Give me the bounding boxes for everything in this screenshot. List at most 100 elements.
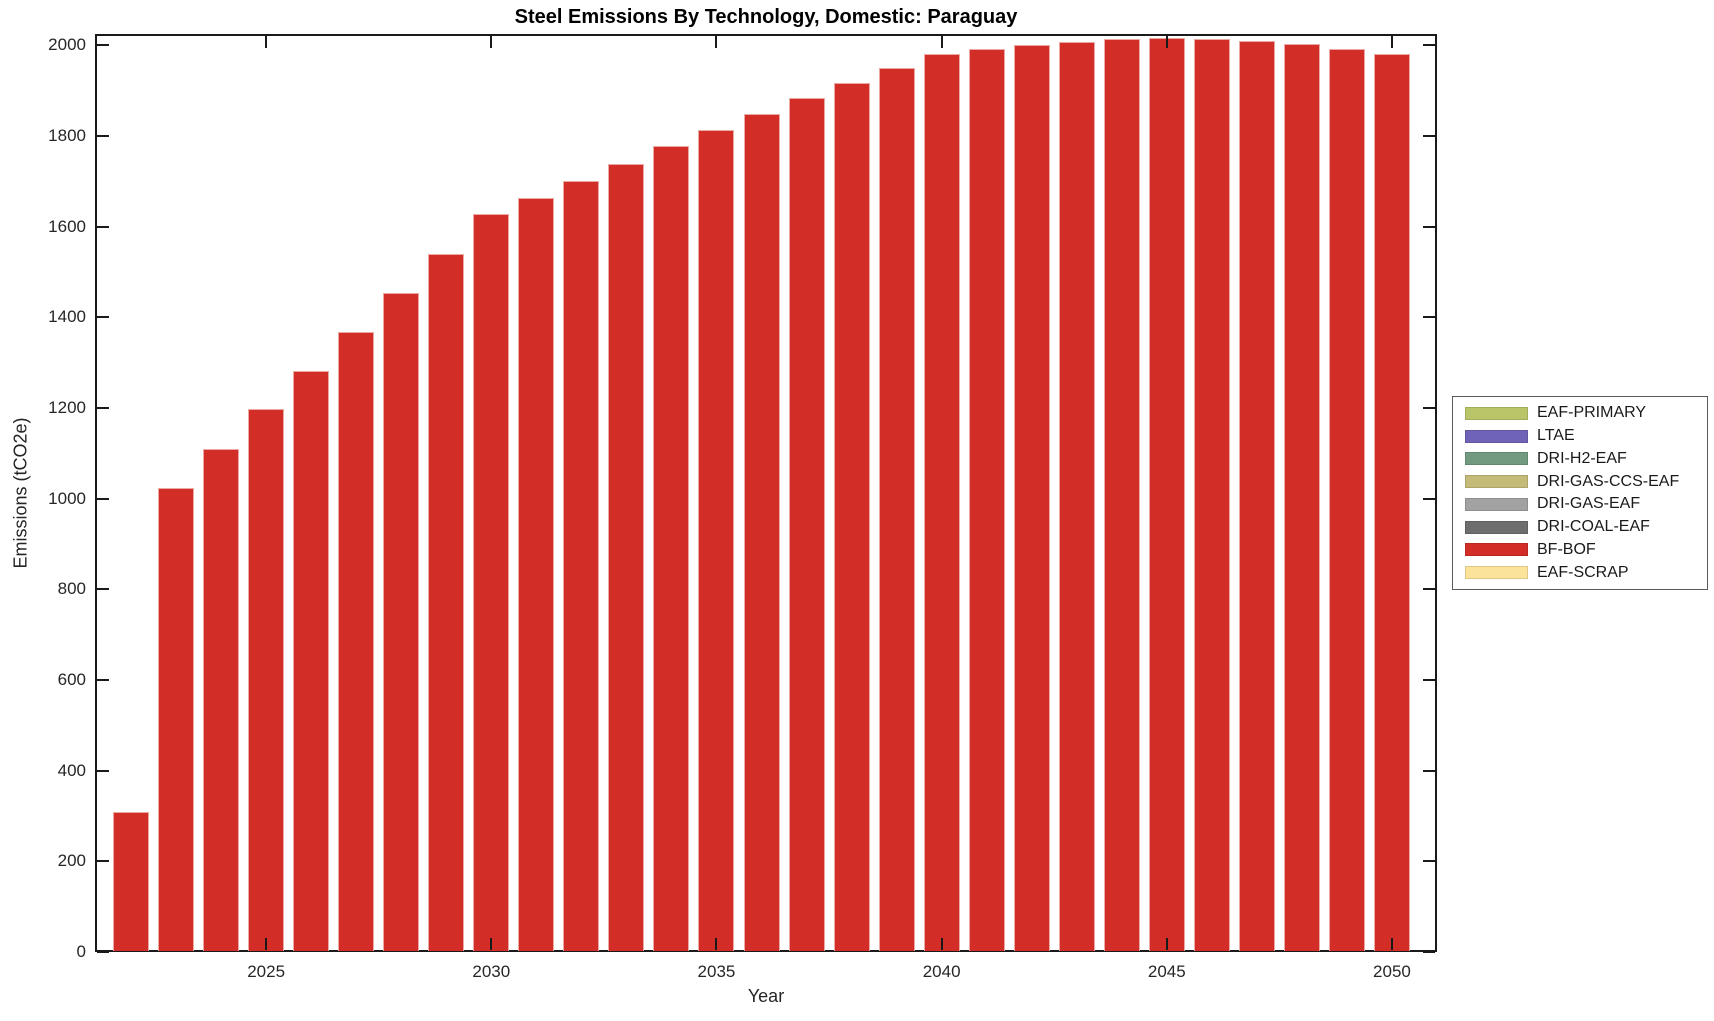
legend-swatch-dri-gas-ccs-eaf (1465, 475, 1528, 489)
y-tick-1000 (97, 497, 109, 500)
legend-swatch-dri-gas-eaf (1465, 497, 1528, 511)
x-tick-label-2030: 2030 (472, 962, 511, 981)
bar-2023 (158, 487, 194, 951)
bar-2033 (608, 163, 645, 951)
x-tick-top-2045 (1165, 36, 1168, 48)
y-tick-1200 (97, 407, 109, 409)
y-axis-label: Emissions (tCO2e) (10, 417, 31, 569)
bar-2044 (1103, 39, 1140, 951)
bar-2032 (563, 180, 600, 951)
y-tick-400 (97, 769, 109, 772)
chart-title: Steel Emissions By Technology, Domestic:… (514, 6, 1018, 28)
plot-area (95, 34, 1437, 952)
y-tick-label-400: 400 (57, 760, 86, 780)
x-tick-top-2040 (940, 36, 943, 48)
legend-row-eaf-primary: EAF-PRIMARY (1465, 405, 1701, 421)
legend-swatch-bf-bof (1465, 543, 1528, 557)
legend-swatch-ltae (1465, 429, 1528, 443)
y-tick-label-1000: 1000 (48, 488, 86, 508)
legend-label: DRI-GAS-CCS-EAF (1537, 472, 1680, 490)
x-tick-2050 (1390, 938, 1393, 950)
x-tick-top-2030 (490, 36, 493, 48)
bar-2046 (1193, 39, 1230, 951)
x-tick-2030 (490, 938, 493, 950)
y-tick-label-1400: 1400 (48, 307, 86, 327)
bar-2024 (203, 448, 240, 951)
legend-row-dri-gas-ccs-eaf: DRI-GAS-CCS-EAF (1465, 472, 1701, 490)
x-tick-label-2035: 2035 (697, 962, 736, 981)
bar-2042 (1013, 44, 1050, 951)
legend-row-dri-coal-eaf: DRI-COAL-EAF (1465, 519, 1701, 535)
bar-2045 (1148, 38, 1185, 951)
legend-label: DRI-GAS-EAF (1537, 495, 1641, 513)
bar-2037 (788, 97, 825, 951)
legend-label: EAF-PRIMARY (1537, 404, 1647, 422)
bar-2038 (833, 82, 870, 951)
bar-2039 (878, 68, 915, 951)
y-tick-label-1600: 1600 (48, 216, 86, 236)
legend-row-bf-bof: BF-BOF (1465, 540, 1701, 558)
x-tick-top-2035 (715, 36, 718, 48)
y-tick-right-1600 (1423, 225, 1435, 228)
legend: EAF-PRIMARY LTAE DRI-H2-EAF DRI-GAS-CCS-EAF… (1452, 396, 1708, 590)
x-tick-2025 (265, 938, 268, 950)
bar-2049 (1328, 48, 1365, 951)
y-tick-right-1000 (1423, 497, 1435, 500)
bar-2025 (248, 409, 285, 951)
y-tick-1400 (97, 316, 109, 319)
bar-2022 (113, 812, 149, 951)
y-tick-right-0 (1423, 951, 1435, 953)
legend-label: DRI-H2-EAF (1537, 449, 1627, 467)
x-tick-label-2050: 2050 (1373, 962, 1411, 981)
x-tick-2035 (715, 938, 718, 950)
legend-row-eaf-scrap: EAF-SCRAP (1465, 563, 1701, 581)
y-tick-label-800: 800 (57, 579, 86, 599)
y-tick-2000 (97, 44, 109, 47)
y-tick-label-200: 200 (57, 851, 86, 871)
legend-swatch-dri-coal-eaf (1465, 520, 1528, 534)
legend-row-dri-gas-eaf: DRI-GAS-EAF (1465, 496, 1701, 512)
bar-2035 (698, 130, 735, 951)
y-tick-right-600 (1423, 679, 1435, 681)
y-tick-right-200 (1423, 860, 1435, 863)
y-tick-right-1400 (1423, 316, 1435, 319)
x-tick-2045 (1165, 938, 1168, 950)
bar-2026 (293, 370, 330, 951)
y-tick-label-0: 0 (76, 942, 86, 961)
legend-label: DRI-COAL-EAF (1537, 518, 1650, 536)
bar-2034 (653, 146, 690, 951)
y-tick-label-1200: 1200 (48, 398, 86, 417)
y-tick-right-400 (1423, 769, 1435, 772)
bar-2036 (743, 113, 780, 951)
legend-label: EAF-SCRAP (1537, 563, 1629, 581)
bar-2041 (968, 48, 1005, 951)
legend-row-dri-h2-eaf: DRI-H2-EAF (1465, 449, 1701, 467)
y-tick-1600 (97, 225, 109, 228)
legend-swatch-eaf-scrap (1465, 566, 1528, 580)
x-tick-2040 (940, 938, 943, 950)
y-tick-label-2000: 2000 (48, 35, 86, 55)
legend-swatch-dri-h2-eaf (1465, 452, 1528, 466)
y-tick-200 (97, 860, 109, 863)
y-tick-label-1800: 1800 (48, 126, 86, 145)
bar-2050 (1374, 53, 1410, 951)
y-tick-label-600: 600 (57, 670, 86, 689)
y-tick-600 (97, 679, 109, 681)
bar-2031 (518, 197, 555, 951)
y-tick-0 (97, 951, 109, 953)
bar-2043 (1058, 41, 1095, 951)
y-tick-800 (97, 588, 109, 591)
y-tick-1800 (97, 135, 109, 137)
y-tick-right-2000 (1423, 44, 1435, 47)
y-tick-right-800 (1423, 588, 1435, 591)
bar-2030 (473, 214, 510, 951)
bar-2029 (428, 253, 465, 951)
x-tick-top-2025 (265, 36, 268, 48)
legend-label: LTAE (1537, 427, 1575, 445)
legend-row-ltae: LTAE (1465, 428, 1701, 444)
legend-label: BF-BOF (1537, 540, 1596, 558)
bar-2048 (1283, 43, 1320, 951)
y-tick-right-1200 (1423, 407, 1435, 409)
x-tick-label-2025: 2025 (247, 962, 286, 981)
